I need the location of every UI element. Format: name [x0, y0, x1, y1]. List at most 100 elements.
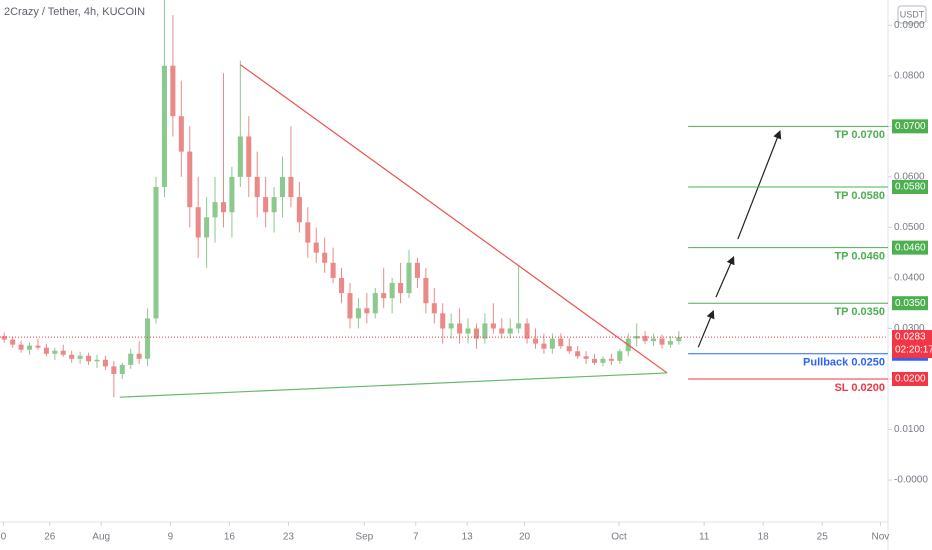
- candle-body: [178, 116, 184, 152]
- candle-body: [507, 328, 513, 334]
- candle-body: [60, 350, 66, 355]
- candle-body: [136, 353, 142, 359]
- candle-body: [263, 197, 269, 213]
- trendline: [119, 372, 668, 398]
- candle-body: [52, 350, 58, 354]
- chart-title: 2Crazy / Tether, 4h, KUCOIN: [4, 6, 145, 18]
- x-tick-label: 11: [699, 532, 710, 543]
- candle-body: [339, 277, 345, 294]
- candle-body: [457, 323, 463, 334]
- level-tag: [892, 240, 928, 255]
- arrow: [697, 310, 715, 348]
- overlay: TP 0.0700 TP 0.0580 TP 0.0460 TP 0.0350 Pull…: [0, 64, 888, 398]
- level-tag: [892, 179, 928, 194]
- x-tick-label: 16: [224, 532, 236, 543]
- level-label: TP 0.0700: [834, 129, 885, 141]
- candle-body: [549, 338, 555, 349]
- level-tag-label: 0.0200: [895, 374, 926, 385]
- x-tick-label: 7: [413, 532, 419, 543]
- candle-body: [541, 343, 547, 349]
- candle-body: [440, 313, 446, 329]
- x-tick-label: Sep: [355, 532, 373, 543]
- candle-body: [448, 323, 454, 329]
- level-tag-label: 0.0700: [895, 121, 926, 132]
- candle-body: [659, 338, 665, 345]
- candle-body: [651, 338, 657, 342]
- level-label: TP 0.0580: [834, 190, 885, 202]
- candle-body: [246, 136, 252, 177]
- candle-body: [26, 345, 33, 350]
- candle-body: [583, 356, 589, 359]
- candle-body: [592, 358, 598, 363]
- candle-body: [389, 282, 395, 299]
- trendline: [239, 64, 668, 374]
- x-tick-label: 13: [462, 532, 474, 543]
- candle-body: [676, 337, 682, 342]
- countdown-label: 02:20:17: [895, 345, 932, 356]
- level-tag-label: 0.0350: [895, 298, 926, 309]
- candle-body: [423, 277, 429, 304]
- level-tag-label: 0.0460: [895, 242, 926, 253]
- y-tick-label: 0.0100: [894, 424, 925, 435]
- candle-body: [145, 318, 151, 359]
- candle-body: [254, 176, 260, 198]
- level-tag: [892, 119, 928, 134]
- level-label: TP 0.0460: [834, 251, 885, 263]
- x-tick-label: 18: [758, 532, 770, 543]
- candle-body: [229, 176, 235, 213]
- candle-body: [288, 176, 294, 198]
- arrow: [715, 255, 735, 298]
- candle-body: [170, 65, 176, 117]
- candle-body: [575, 351, 581, 357]
- x-tick-label: 23: [283, 532, 295, 543]
- candle-body: [204, 217, 210, 238]
- candle-body: [279, 176, 286, 198]
- candle-body: [195, 207, 201, 238]
- x-tick-label: 25: [817, 532, 829, 543]
- plot: [1, 0, 682, 398]
- y-tick-label: 0.0300: [894, 323, 925, 334]
- y-tick-label: -0.0000: [894, 475, 928, 486]
- candle-body: [153, 186, 159, 319]
- candle-body: [102, 359, 108, 367]
- candle-body: [119, 364, 125, 374]
- last-price-label: 0.0283: [895, 332, 926, 343]
- level-label: Pullback 0.0250: [803, 357, 885, 369]
- candle-body: [364, 308, 370, 314]
- level-label: TP 0.0350: [834, 306, 885, 318]
- candle-body: [1, 336, 7, 340]
- candle-body: [212, 202, 218, 218]
- candle-body: [490, 323, 496, 329]
- y-tick-label: 0.0900: [894, 20, 925, 31]
- level-tag: [892, 372, 928, 387]
- candle-body: [10, 339, 16, 345]
- x-tick-label: 0: [1, 532, 7, 543]
- y-tick-label: 0.0400: [894, 273, 925, 284]
- candle-body: [566, 346, 572, 352]
- candle-body: [330, 262, 336, 278]
- candle-body: [524, 323, 530, 339]
- candle-body: [431, 303, 437, 314]
- candle-body: [499, 328, 505, 334]
- candle-body: [296, 197, 302, 223]
- currency-badge[interactable]: [897, 5, 927, 24]
- candle-body: [558, 338, 564, 347]
- level-label: SL 0.0200: [834, 382, 885, 394]
- candle-body: [355, 308, 361, 319]
- candle-body: [322, 252, 328, 263]
- candle-body: [482, 323, 488, 339]
- candle-body: [313, 242, 319, 253]
- x-tick-label: Oct: [611, 532, 627, 543]
- candle-body: [600, 358, 606, 363]
- y-tick-label: 0.0600: [894, 172, 925, 183]
- candle-body: [161, 65, 167, 187]
- candle-body: [271, 197, 277, 213]
- candle-body: [347, 293, 353, 319]
- candle-body: [220, 202, 227, 213]
- candle-body: [111, 366, 117, 374]
- candle-body: [473, 328, 479, 339]
- currency-label: USDT: [900, 9, 925, 19]
- x-tick-label: Nov: [872, 532, 890, 543]
- candle-body: [187, 151, 193, 208]
